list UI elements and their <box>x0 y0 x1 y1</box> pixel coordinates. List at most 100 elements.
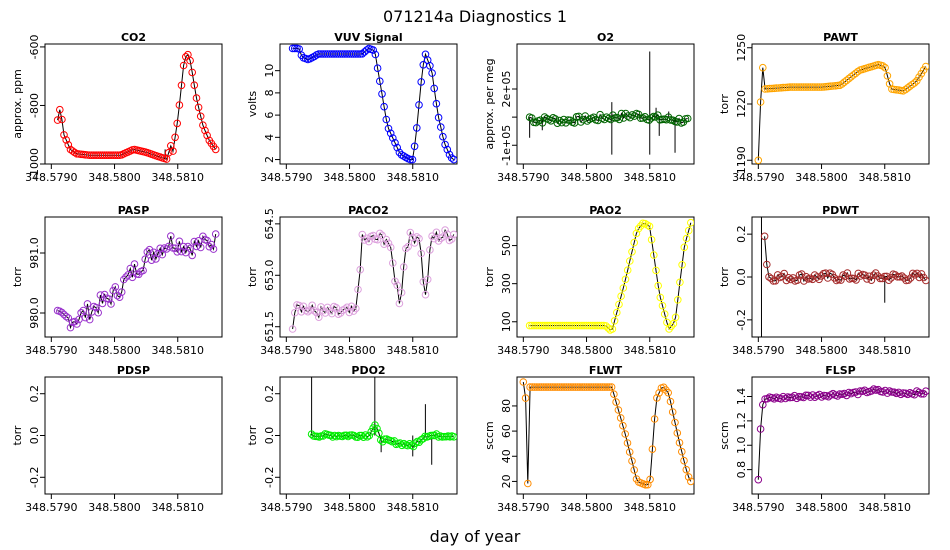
y-axis-label: torr <box>718 94 731 114</box>
data-point <box>410 142 419 151</box>
data-point <box>519 378 528 386</box>
x-tick-label: 348.5790 <box>260 344 313 357</box>
data-point <box>175 237 184 246</box>
y-tick-label: 300 <box>500 273 513 294</box>
data-layer <box>288 226 457 333</box>
data-point <box>450 155 457 164</box>
data-point <box>447 154 456 162</box>
panel-vuv-signal: VUV Signal 2 4 6 8 10 volts 348.5790 348.5800 348… <box>246 31 458 184</box>
data-point <box>616 414 625 422</box>
y-tick-label: 654.5 <box>263 208 276 240</box>
data-point <box>327 431 335 440</box>
data-point <box>869 271 878 280</box>
data-point <box>306 306 314 314</box>
data-point <box>612 398 620 406</box>
data-point <box>64 141 73 149</box>
x-tick-label: 348.5810 <box>387 344 440 357</box>
y-tick-label: 1250 <box>735 34 748 62</box>
plot-frame <box>44 216 223 338</box>
y-tick-label: 8 <box>263 89 276 96</box>
data-point <box>423 275 432 284</box>
data-point <box>863 275 871 283</box>
data-point <box>432 99 441 108</box>
data-point <box>683 114 692 123</box>
data-point <box>415 101 423 109</box>
data-point <box>393 281 402 290</box>
data-point <box>299 302 308 311</box>
data-point <box>646 475 654 484</box>
data-point <box>919 390 928 398</box>
data-layer <box>307 377 457 465</box>
data-point <box>800 277 808 285</box>
data-point <box>417 78 426 86</box>
data-point <box>107 300 115 308</box>
data-point <box>441 226 449 234</box>
data-point <box>628 457 636 465</box>
data-layer <box>53 50 220 163</box>
data-point <box>840 78 849 86</box>
y-tick-label: 10 <box>263 64 276 78</box>
data-point <box>667 322 676 331</box>
data-point <box>211 145 220 154</box>
x-tick-label: 348.5790 <box>25 344 78 357</box>
data-point <box>521 394 530 402</box>
plot-frame <box>516 43 695 165</box>
data-point <box>434 113 443 122</box>
data-point <box>124 271 132 279</box>
data-point <box>117 288 126 296</box>
data-point <box>613 308 621 317</box>
data-point <box>188 251 196 260</box>
y-axis-label: torr <box>11 425 24 445</box>
data-point <box>367 427 376 436</box>
y-tick-label: 1220 <box>735 90 748 118</box>
y-tick-label: 6 <box>263 112 276 119</box>
data-point <box>754 156 763 164</box>
data-point <box>660 310 669 318</box>
y-tick-label: 20 <box>500 474 513 488</box>
panel-title: PDWT <box>822 204 859 217</box>
panel-pawt: PAWT 1190 1220 1250 torr 348.5790 348.5800 348.… <box>718 31 930 184</box>
y-axis-label: torr <box>246 267 259 287</box>
data-point <box>437 234 445 243</box>
data-point <box>58 308 66 317</box>
data-point <box>654 281 663 290</box>
data-point <box>145 245 154 254</box>
y-tick-label: -800 <box>28 93 41 118</box>
data-point <box>687 218 694 227</box>
data-point <box>619 284 628 292</box>
data-point <box>365 237 373 246</box>
data-point <box>634 224 643 233</box>
data-point <box>395 148 404 157</box>
data-point <box>650 415 659 423</box>
data-point <box>375 429 383 438</box>
y-tick-label: 80 <box>500 399 513 413</box>
data-point <box>439 132 447 141</box>
data-point <box>625 448 634 456</box>
data-point <box>391 277 399 286</box>
x-tick-label: 348.5810 <box>624 171 677 184</box>
data-point <box>608 325 617 333</box>
data-point <box>623 439 632 447</box>
data-point <box>671 313 680 322</box>
data-point <box>384 239 393 248</box>
data-point <box>400 439 408 448</box>
data-point <box>79 306 88 315</box>
data-point <box>356 265 365 274</box>
data-point <box>922 387 929 395</box>
panel-title: PAO2 <box>589 204 622 217</box>
series-line <box>757 64 927 161</box>
data-point <box>389 134 397 142</box>
data-point <box>205 242 214 251</box>
series-line <box>522 381 692 486</box>
data-point <box>350 431 358 440</box>
data-point <box>177 247 186 256</box>
data-point <box>623 266 632 275</box>
plot-frame <box>516 216 695 338</box>
panel-title: PDO2 <box>351 364 385 377</box>
plot-frame <box>751 376 930 495</box>
y-tick-label: -1e+05 <box>500 125 513 166</box>
x-tick-label: 348.5790 <box>732 501 785 514</box>
data-point <box>430 84 439 93</box>
y-axis-label: torr <box>483 267 496 287</box>
data-point <box>349 307 358 315</box>
